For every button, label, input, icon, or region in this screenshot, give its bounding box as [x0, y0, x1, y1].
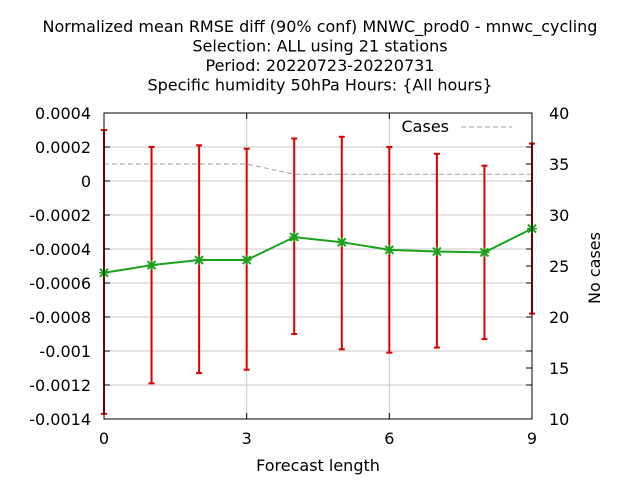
- y-tick-label: 0.0002: [35, 138, 91, 157]
- title-line: Normalized mean RMSE diff (90% conf) MNW…: [43, 17, 598, 37]
- data-point: [336, 237, 347, 248]
- y2-tick-label: 15: [549, 359, 569, 378]
- y-tick-label: -0.0006: [29, 274, 91, 293]
- x-axis-label: Forecast length: [256, 456, 380, 475]
- y-tick-label: -0.0012: [29, 376, 91, 395]
- y2-tick-label: 10: [549, 410, 569, 429]
- main-series: [99, 223, 537, 278]
- cases-line: [104, 163, 532, 175]
- y-tick-label: -0.0008: [29, 308, 91, 327]
- y-tick-label: 0.0004: [35, 104, 91, 123]
- grid: [103, 112, 533, 420]
- plot-frame: [103, 112, 533, 420]
- data-point: [194, 255, 205, 266]
- chart-title: Normalized mean RMSE diff (90% conf) MNW…: [43, 17, 598, 95]
- data-point: [431, 246, 442, 257]
- main-line: [103, 227, 533, 274]
- y2-axis-ticks: 40 35 30 25 20 15 10: [526, 104, 569, 429]
- title-line: Specific humidity 50hPa Hours: {All hour…: [147, 76, 492, 95]
- data-point: [289, 232, 300, 243]
- y-tick-label: -0.0014: [29, 410, 91, 429]
- y2-tick-label: 25: [549, 257, 569, 276]
- title-line: Period: 20220723-20220731: [205, 56, 434, 75]
- x-tick-label: 3: [242, 429, 252, 448]
- x-tick-label: 9: [527, 429, 537, 448]
- legend: Cases: [402, 117, 512, 136]
- error-bars: [101, 129, 535, 415]
- y-axis-ticks: 0.0004 0.0002 0 -0.0002 -0.0004 -0.0006 -0.000…: [29, 104, 532, 429]
- x-tick-label: 0: [99, 429, 109, 448]
- x-tick-label: 6: [384, 429, 394, 448]
- title-line: Selection: ALL using 21 stations: [192, 37, 447, 56]
- y2-tick-label: 30: [549, 206, 569, 225]
- y2-axis-label: No cases: [585, 232, 604, 304]
- y-tick-label: -0.001: [39, 342, 91, 361]
- data-point: [241, 255, 252, 266]
- data-point: [479, 247, 490, 258]
- legend-label: Cases: [402, 117, 450, 136]
- data-point: [384, 244, 395, 255]
- y2-tick-label: 20: [549, 308, 569, 327]
- y-tick-label: -0.0004: [29, 240, 91, 259]
- y2-tick-label: 35: [549, 155, 569, 174]
- x-axis-ticks: 0 3 6 9: [99, 113, 537, 448]
- y-tick-label: -0.0002: [29, 206, 91, 225]
- data-point: [146, 260, 157, 271]
- cases-series: [104, 163, 532, 175]
- y-tick-label: 0: [81, 172, 91, 191]
- y2-tick-label: 40: [549, 104, 569, 123]
